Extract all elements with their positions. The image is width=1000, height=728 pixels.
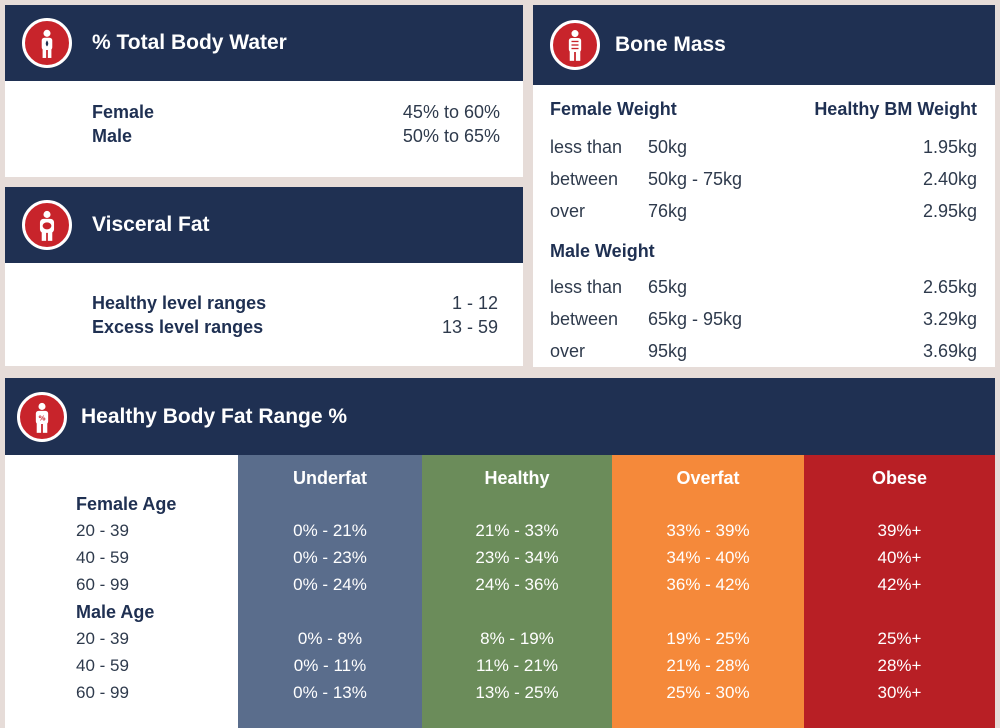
obese-male-value: 28%+ [877,656,922,675]
bone-mass-title: Bone Mass [615,33,726,56]
underfat-male-value: 0% - 11% [293,656,367,675]
obese-male-value: 25%+ [877,629,922,648]
obese-header: Obese [871,468,928,488]
bone-value-header: Healthy BM Weight [814,99,977,119]
overfat-male-value: 19% - 25% [666,629,750,648]
overfat-female-value: 33% - 39% [666,521,750,540]
bone-male-bm: 2.65kg [922,277,977,297]
bone-female-bm: 2.40kg [922,169,977,189]
bone-female-qual: over [550,201,586,221]
healthy-female-value: 23% - 34% [475,548,559,567]
visceral-fat-panel: Visceral Fat Healthy level ranges 1 - 12… [5,187,523,366]
healthy-male-value: 8% - 19% [480,629,554,648]
male-age-row: 20 - 39 [76,629,129,648]
female-age-row: 40 - 59 [76,548,129,567]
bone-male-weight: 65kg - 95kg [648,309,743,329]
bone-female-weight: 50kg - 75kg [648,169,743,189]
female-age-label: Female Age [76,494,177,514]
bone-male-qual: less than [550,277,623,297]
underfat-female-value: 0% - 23% [293,548,367,567]
water-female-value: 45% to 60% [402,102,500,122]
overfat-male-value: 25% - 30% [666,683,750,702]
underfat-female-value: 0% - 21% [293,521,367,540]
underfat-header: Underfat [292,468,367,488]
visceral-healthy-value: 1 - 12 [451,293,498,313]
overfat-male-value: 21% - 28% [666,656,750,675]
body-fat-icon: % [17,391,67,442]
bone-female-weight: 50kg [648,137,688,157]
bone-mass-header: Bone Mass [533,5,995,85]
male-age-row: 60 - 99 [76,683,129,702]
healthy-female-value: 24% - 36% [475,575,559,594]
overfat-female-value: 34% - 40% [666,548,750,567]
obese-column: Obese 39%+ 40%+ 42%+ 25%+ 28%+ 30%+ [804,455,995,728]
underfat-female-value: 0% - 24% [293,575,367,594]
healthy-header: Healthy [484,468,550,488]
overfat-header: Overfat [676,468,740,488]
healthy-male-value: 13% - 25% [475,683,559,702]
visceral-healthy-label: Healthy level ranges [92,293,267,313]
body-water-header: % Total Body Water [5,5,523,81]
healthy-female-value: 21% - 33% [475,521,559,540]
female-age-row: 20 - 39 [76,521,129,540]
underfat-male-value: 0% - 13% [293,683,367,702]
bone-male-bm: 3.69kg [922,341,977,361]
bone-female-qual: between [550,169,619,189]
bone-icon [550,20,600,70]
bone-male-qual: between [550,309,619,329]
body-fat-title: Healthy Body Fat Range % [81,404,348,428]
water-male-value: 50% to 65% [402,126,500,146]
underfat-male-value: 0% - 8% [297,629,363,648]
overfat-column: Overfat 33% - 39% 34% - 40% 36% - 42% 19… [612,455,804,728]
visceral-excess-value: 13 - 59 [441,317,498,337]
body-fat-header: % Healthy Body Fat Range % [5,378,995,455]
obese-female-value: 42%+ [877,575,922,594]
water-male-label: Male [92,126,133,146]
bone-male-bm: 3.29kg [922,309,977,329]
bone-female-weight: 76kg [648,201,688,221]
obese-female-value: 40%+ [877,548,922,567]
bone-male-header: Male Weight [550,241,655,261]
obese-male-value: 30%+ [877,683,922,702]
visceral-fat-header: Visceral Fat [5,187,523,263]
female-age-row: 60 - 99 [76,575,129,594]
bone-male-qual: over [550,341,586,361]
bone-female-bm: 2.95kg [922,201,977,221]
body-water-panel: % Total Body Water Female 45% to 60% Mal… [5,5,523,177]
body-water-icon [22,18,72,68]
male-age-row: 40 - 59 [76,656,129,675]
body-water-title: % Total Body Water [92,31,287,54]
visceral-fat-title: Visceral Fat [92,213,210,236]
visceral-excess-label: Excess level ranges [92,317,264,337]
bone-female-bm: 1.95kg [922,137,977,157]
healthy-male-value: 11% - 21% [476,656,558,675]
bone-female-header: Female Weight [550,99,677,119]
water-female-label: Female [92,102,155,122]
visceral-fat-icon [22,200,72,250]
male-age-label: Male Age [76,602,155,622]
bone-female-qual: less than [550,137,623,157]
bone-male-weight: 95kg [648,341,688,361]
svg-text:%: % [38,413,45,422]
overfat-female-value: 36% - 42% [666,575,750,594]
obese-female-value: 39%+ [877,521,922,540]
underfat-column: Underfat 0% - 21% 0% - 23% 0% - 24% 0% -… [238,455,422,728]
healthy-column: Healthy 21% - 33% 23% - 34% 24% - 36% 8%… [422,455,612,728]
bone-mass-panel: Bone Mass Female Weight Healthy BM Weigh… [533,5,995,367]
bone-male-weight: 65kg [648,277,688,297]
